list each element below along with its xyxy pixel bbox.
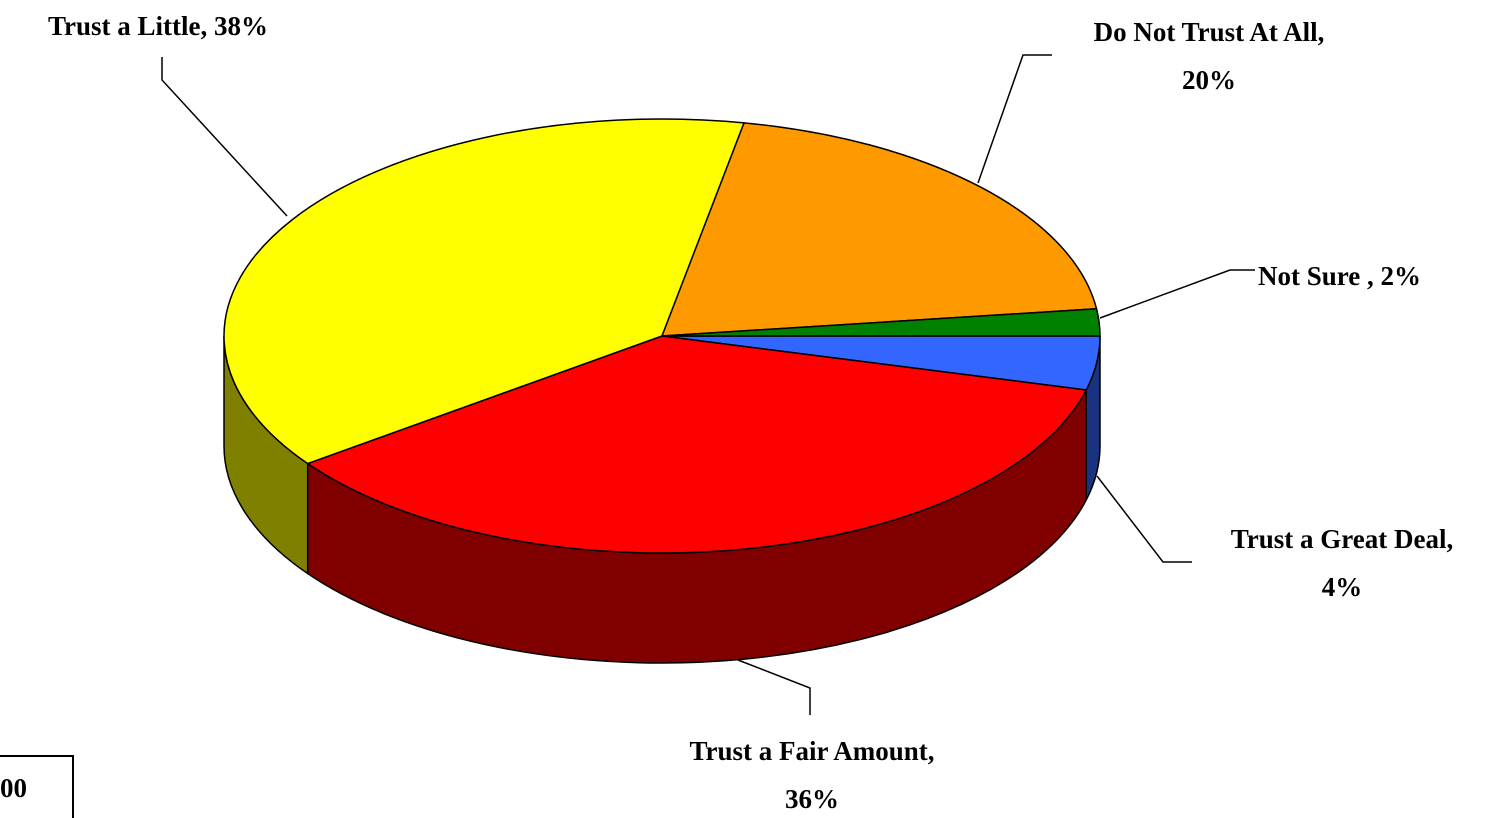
pie-slice-do-not-trust-at-all [661,122,1098,337]
data-label-trust-a-great-deal-line-2: 4% [1322,572,1363,602]
data-label-trust-a-little: Trust a Little, 38% [48,11,268,41]
pie-slice-not-sure [661,308,1101,337]
data-label-trust-a-fair-amount: Trust a Fair Amount, [689,736,934,766]
pie-slice-trust-a-fair-amount [306,335,1087,554]
leader-lines [161,54,1255,715]
data-label-do-not-trust-at-all-line-2: 20% [1182,65,1236,95]
data-label-not-sure: Not Sure , 2% [1258,261,1421,291]
data-label-do-not-trust-at-all: Do Not Trust At All, [1094,17,1325,47]
leader-line-trust-a-little [161,57,288,217]
leader-line-trust-a-great-deal [1096,475,1192,563]
leader-line-trust-a-fair-amount [737,659,811,715]
leader-line-not-sure [1099,269,1255,319]
pie-slices [223,118,1101,554]
pie-slice-trust-a-little [223,118,745,465]
note-box: 00 [0,755,74,818]
note-text: 00 [0,773,27,803]
leader-line-do-not-trust-at-all [977,54,1052,184]
data-label-trust-a-great-deal: Trust a Great Deal, [1231,524,1453,554]
data-labels: Trust a Great Deal, 4% Trust a Fair Amount… [48,11,1453,814]
data-label-trust-a-fair-amount-line-2: 36% [785,784,839,814]
